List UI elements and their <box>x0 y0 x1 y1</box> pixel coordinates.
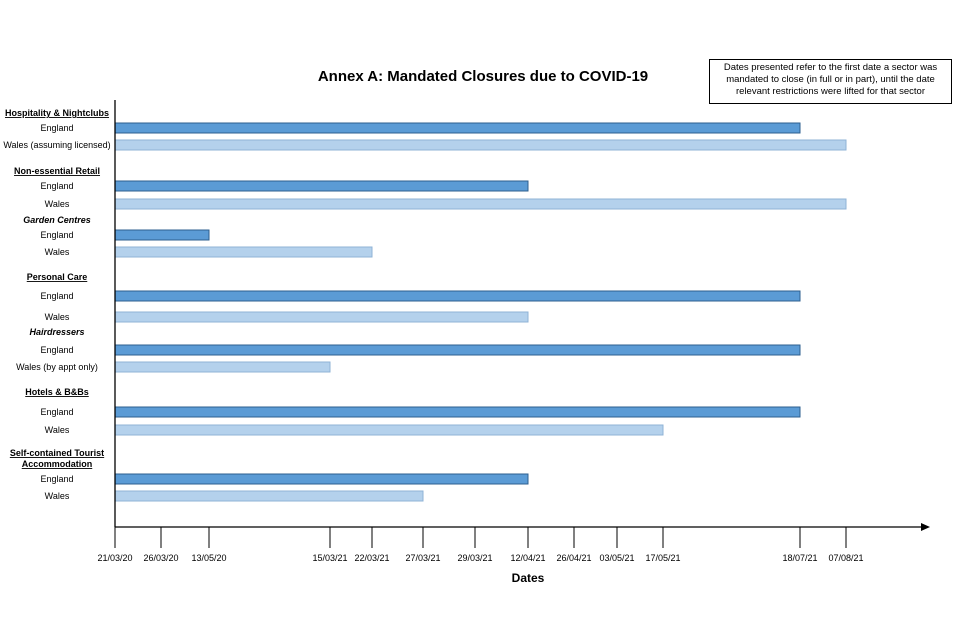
x-tick-label: 12/04/21 <box>510 553 545 563</box>
row-label: Wales (by appt only) <box>16 362 98 372</box>
x-axis-arrow-icon <box>921 523 930 531</box>
x-tick-label: 03/05/21 <box>599 553 634 563</box>
row-label: Wales <box>45 425 70 435</box>
bar-wales <box>114 139 847 151</box>
bar-wales <box>114 361 331 373</box>
x-tick-label: 29/03/21 <box>457 553 492 563</box>
row-label: Wales (assuming licensed) <box>3 140 110 150</box>
x-tick-label: 07/08/21 <box>828 553 863 563</box>
row-labels: England Wales (assuming licensed) England W… <box>3 123 110 501</box>
chart-title: Annex A: Mandated Closures due to COVID-… <box>318 68 648 85</box>
row-label: England <box>40 291 73 301</box>
bar-england <box>114 290 801 302</box>
bar-england <box>114 229 210 241</box>
row-label: Wales <box>45 199 70 209</box>
x-tick-label: 13/05/20 <box>191 553 226 563</box>
x-tick-label: 22/03/21 <box>354 553 389 563</box>
bar-england <box>114 473 529 485</box>
x-tick-label: 17/05/21 <box>645 553 680 563</box>
row-label: Wales <box>45 312 70 322</box>
x-tick-label: 15/03/21 <box>312 553 347 563</box>
row-label: England <box>40 345 73 355</box>
bar-wales <box>114 246 373 258</box>
group-headings: Hospitality & Nightclubs Non-essential Re… <box>5 108 109 469</box>
bar-england <box>114 344 801 356</box>
bar-england <box>114 122 801 134</box>
x-tick-label: 27/03/21 <box>405 553 440 563</box>
row-label: England <box>40 407 73 417</box>
chart-note: Dates presented refer to the first date … <box>709 59 952 104</box>
group-heading: Non-essential Retail <box>14 166 100 176</box>
row-label: England <box>40 123 73 133</box>
x-axis-title: Dates <box>512 571 545 585</box>
bar-wales <box>114 424 664 436</box>
x-tick-label: 18/07/21 <box>782 553 817 563</box>
bars <box>114 122 847 502</box>
bar-england <box>114 180 529 192</box>
row-label: Wales <box>45 491 70 501</box>
row-label: England <box>40 474 73 484</box>
group-heading: Hairdressers <box>29 327 84 337</box>
bar-wales <box>114 311 529 323</box>
bar-england <box>114 406 801 418</box>
group-heading: Personal Care <box>27 272 88 282</box>
group-heading: Garden Centres <box>23 215 91 225</box>
x-tick-label: 21/03/20 <box>97 553 132 563</box>
x-axis-ticks: 21/03/20 26/03/20 13/05/20 15/03/21 22/03/21… <box>97 527 864 563</box>
group-heading: Hospitality & Nightclubs <box>5 108 109 118</box>
row-label: England <box>40 230 73 240</box>
bar-wales <box>114 490 424 502</box>
row-label: Wales <box>45 247 70 257</box>
x-tick-label: 26/04/21 <box>556 553 591 563</box>
x-tick-label: 26/03/20 <box>143 553 178 563</box>
row-label: England <box>40 181 73 191</box>
bar-wales <box>114 198 847 210</box>
group-heading: Hotels & B&Bs <box>25 387 89 397</box>
group-heading: Self-contained Tourist Accommodation <box>10 448 104 469</box>
